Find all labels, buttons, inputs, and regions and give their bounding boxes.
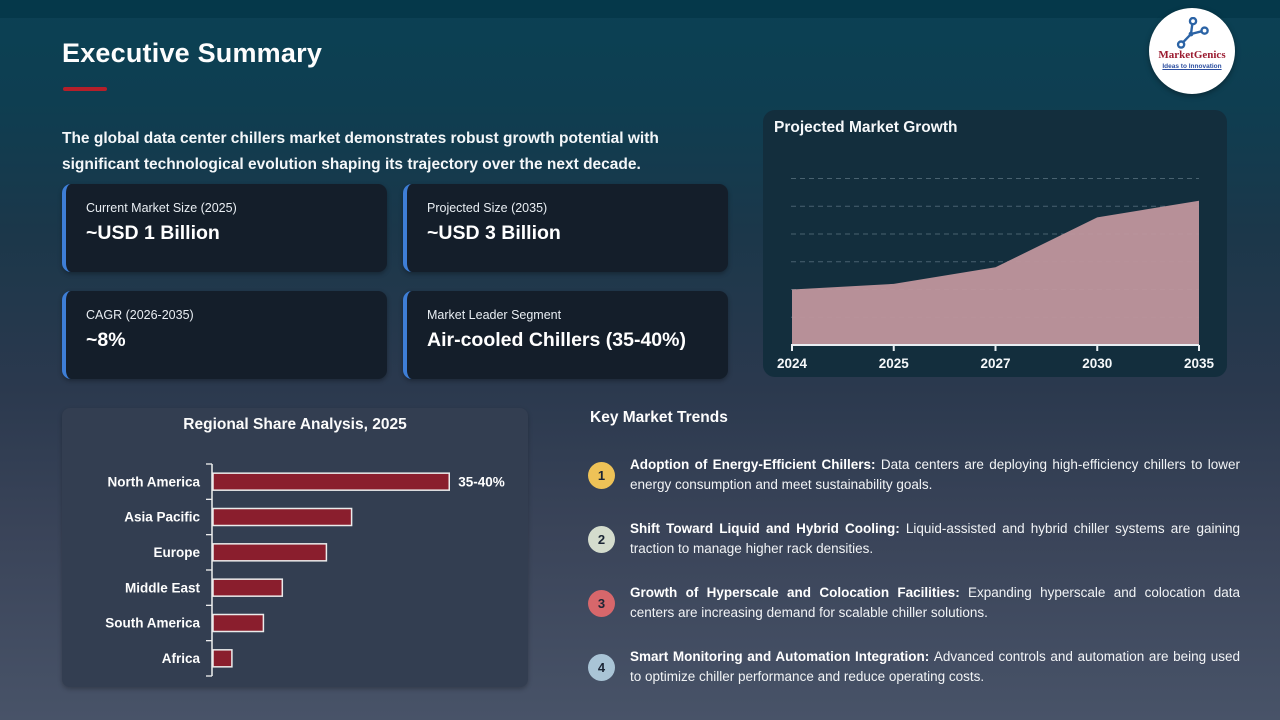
stat-card-projected-size: Projected Size (2035) ~USD 3 Billion bbox=[403, 184, 728, 272]
regional-chart-title: Regional Share Analysis, 2025 bbox=[183, 416, 407, 433]
trend-item: 3 Growth of Hyperscale and Colocation Fac… bbox=[588, 583, 1240, 623]
category-label: Europe bbox=[153, 545, 200, 560]
bar-asia-pacific bbox=[212, 507, 353, 527]
trend-number-badge: 2 bbox=[588, 525, 615, 553]
trend-text: Shift Toward Liquid and Hybrid Cooling: … bbox=[630, 519, 1240, 559]
top-accent-bar bbox=[0, 0, 1280, 18]
marketgenics-logo: MarketGenics Ideas to Innovation bbox=[1149, 8, 1235, 94]
intro-line-1: The global data center chillers market d… bbox=[62, 129, 659, 147]
bar-value-label: 35-40% bbox=[458, 474, 505, 489]
stat-value: ~USD 1 Billion bbox=[86, 222, 220, 244]
growth-area-shape bbox=[792, 200, 1199, 345]
stat-card-current-market-size: Current Market Size (2025) ~USD 1 Billio… bbox=[62, 184, 387, 272]
trend-text: Adoption of Energy-Efficient Chillers: D… bbox=[630, 455, 1240, 495]
stat-value: ~USD 3 Billion bbox=[427, 222, 561, 244]
x-tick-label: 2024 bbox=[777, 356, 808, 371]
x-tick-label: 2027 bbox=[980, 356, 1010, 371]
growth-area-chart: 2024 2025 2027 2030 2035 bbox=[777, 178, 1215, 371]
trend-title: Growth of Hyperscale and Colocation Faci… bbox=[630, 585, 969, 600]
trend-number-badge: 1 bbox=[588, 461, 615, 489]
title-underline bbox=[63, 87, 107, 91]
category-label: Middle East bbox=[125, 580, 201, 595]
intro-line-2: significant technological evolution shap… bbox=[62, 155, 641, 173]
stat-card-market-leader-segment: Market Leader Segment Air-cooled Chiller… bbox=[403, 291, 728, 379]
trend-title: Smart Monitoring and Automation Integrat… bbox=[630, 649, 934, 664]
trend-title: Shift Toward Liquid and Hybrid Cooling: bbox=[630, 521, 906, 536]
page-title: Executive Summary bbox=[62, 38, 323, 68]
intro-text: The global data center chillers market d… bbox=[62, 126, 732, 178]
x-tick-label: 2035 bbox=[1184, 356, 1215, 371]
logo-brand-text: MarketGenics bbox=[1158, 49, 1226, 61]
regional-share-card: Regional Share Analysis, 2025 North Amer… bbox=[62, 408, 528, 687]
stat-value: ~8% bbox=[86, 329, 126, 351]
x-tick-label: 2025 bbox=[879, 356, 910, 371]
x-tick-label: 2030 bbox=[1082, 356, 1112, 371]
trend-text: Growth of Hyperscale and Colocation Faci… bbox=[630, 583, 1240, 623]
category-label: Africa bbox=[162, 651, 201, 666]
trend-title: Adoption of Energy-Efficient Chillers: bbox=[630, 457, 881, 472]
trend-description: Expanding hyperscale and colocation data… bbox=[630, 585, 1240, 620]
stat-label: Projected Size (2035) bbox=[427, 201, 548, 215]
bar-africa bbox=[212, 649, 233, 668]
growth-chart-title: Projected Market Growth bbox=[774, 119, 958, 136]
trend-number-badge: 4 bbox=[588, 653, 615, 681]
bar-north-america bbox=[212, 472, 450, 491]
stat-value: Air-cooled Chillers (35-40%) bbox=[427, 329, 686, 351]
stat-label: CAGR (2026-2035) bbox=[86, 308, 194, 322]
trends-heading: Key Market Trends bbox=[590, 409, 728, 426]
regional-bar-chart: North America 35-40% Asia Pacific Europe Mid… bbox=[105, 463, 505, 677]
trend-description: Liquid-assisted and hybrid chiller syste… bbox=[630, 521, 1240, 556]
trends-list: 1 Adoption of Energy-Efficient Chillers: … bbox=[588, 455, 1240, 687]
key-market-trends: Key Market Trends 1 Adoption of Energy-Ef… bbox=[588, 409, 1240, 711]
category-label: South America bbox=[105, 616, 200, 631]
stat-label: Current Market Size (2025) bbox=[86, 201, 237, 215]
bar-europe bbox=[212, 543, 328, 562]
category-label: Asia Pacific bbox=[124, 510, 200, 525]
stat-card-cagr: CAGR (2026-2035) ~8% bbox=[62, 291, 387, 379]
bar-south-america bbox=[212, 613, 265, 633]
stats-grid: Current Market Size (2025) ~USD 1 Billio… bbox=[62, 184, 728, 379]
trend-description: Data centers are deploying high-efficien… bbox=[630, 457, 1240, 492]
trend-item: 2 Shift Toward Liquid and Hybrid Cooling:… bbox=[588, 519, 1240, 559]
trend-text: Smart Monitoring and Automation Integrat… bbox=[630, 647, 1240, 687]
logo-tagline-text: Ideas to Innovation bbox=[1162, 63, 1222, 70]
network-nodes-icon bbox=[1176, 17, 1209, 49]
trend-description: Advanced controls and automation are bei… bbox=[630, 649, 1240, 684]
projected-market-growth-card: Projected Market Growth 2024 2025 2027 2030… bbox=[763, 110, 1227, 377]
trend-item: 4 Smart Monitoring and Automation Integra… bbox=[588, 647, 1240, 687]
trend-item: 1 Adoption of Energy-Efficient Chillers: … bbox=[588, 455, 1240, 495]
trend-number-badge: 3 bbox=[588, 589, 615, 617]
category-label: North America bbox=[107, 474, 200, 489]
bar-middle-east bbox=[212, 578, 284, 597]
stat-label: Market Leader Segment bbox=[427, 308, 562, 322]
